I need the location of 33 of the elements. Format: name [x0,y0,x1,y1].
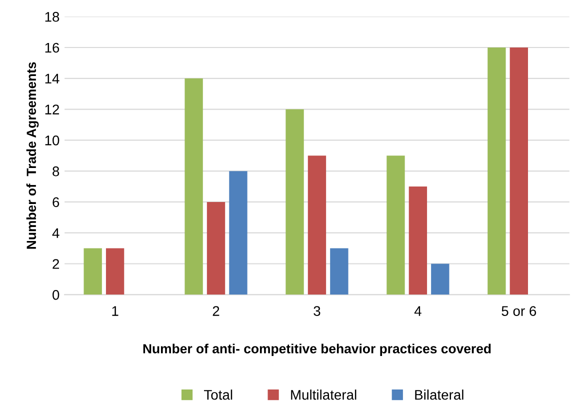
y-tick-label: 14 [45,74,60,84]
x-tick-label: 3 [314,306,320,316]
legend-label: Multilateral [291,390,356,400]
y-tick-label: 2 [52,259,60,269]
bar [286,109,304,295]
bar [84,248,102,295]
y-tick-label: 10 [45,136,60,146]
bar [308,156,326,295]
bar [184,78,203,295]
y-axis-title: Number of Trade Agreements [26,62,39,249]
bar [431,264,450,295]
x-axis-title: Number of anti- competitive behavior practices covered [143,344,491,356]
x-tick-label: 4 [414,306,422,316]
y-tick-label: 12 [45,104,60,114]
y-tick-label: 0 [52,290,60,300]
y-tick-label: 16 [45,42,60,53]
legend-label: Bilateral [415,390,464,400]
y-tick-label: 4 [52,228,60,238]
x-tick-label: 2 [212,306,220,316]
bar [408,186,428,295]
bar [386,156,405,295]
bar [330,248,348,295]
x-tick-label: 5 or 6 [502,306,536,316]
bar [206,202,226,295]
bar [510,47,528,295]
y-tick-label: 8 [52,166,60,176]
bar [488,47,506,295]
x-tick-label: 1 [112,306,118,316]
bar [229,171,248,295]
bar [106,248,124,295]
y-tick-label: 18 [45,12,60,22]
legend-label: Total [204,390,232,400]
y-tick-label: 6 [52,197,60,208]
